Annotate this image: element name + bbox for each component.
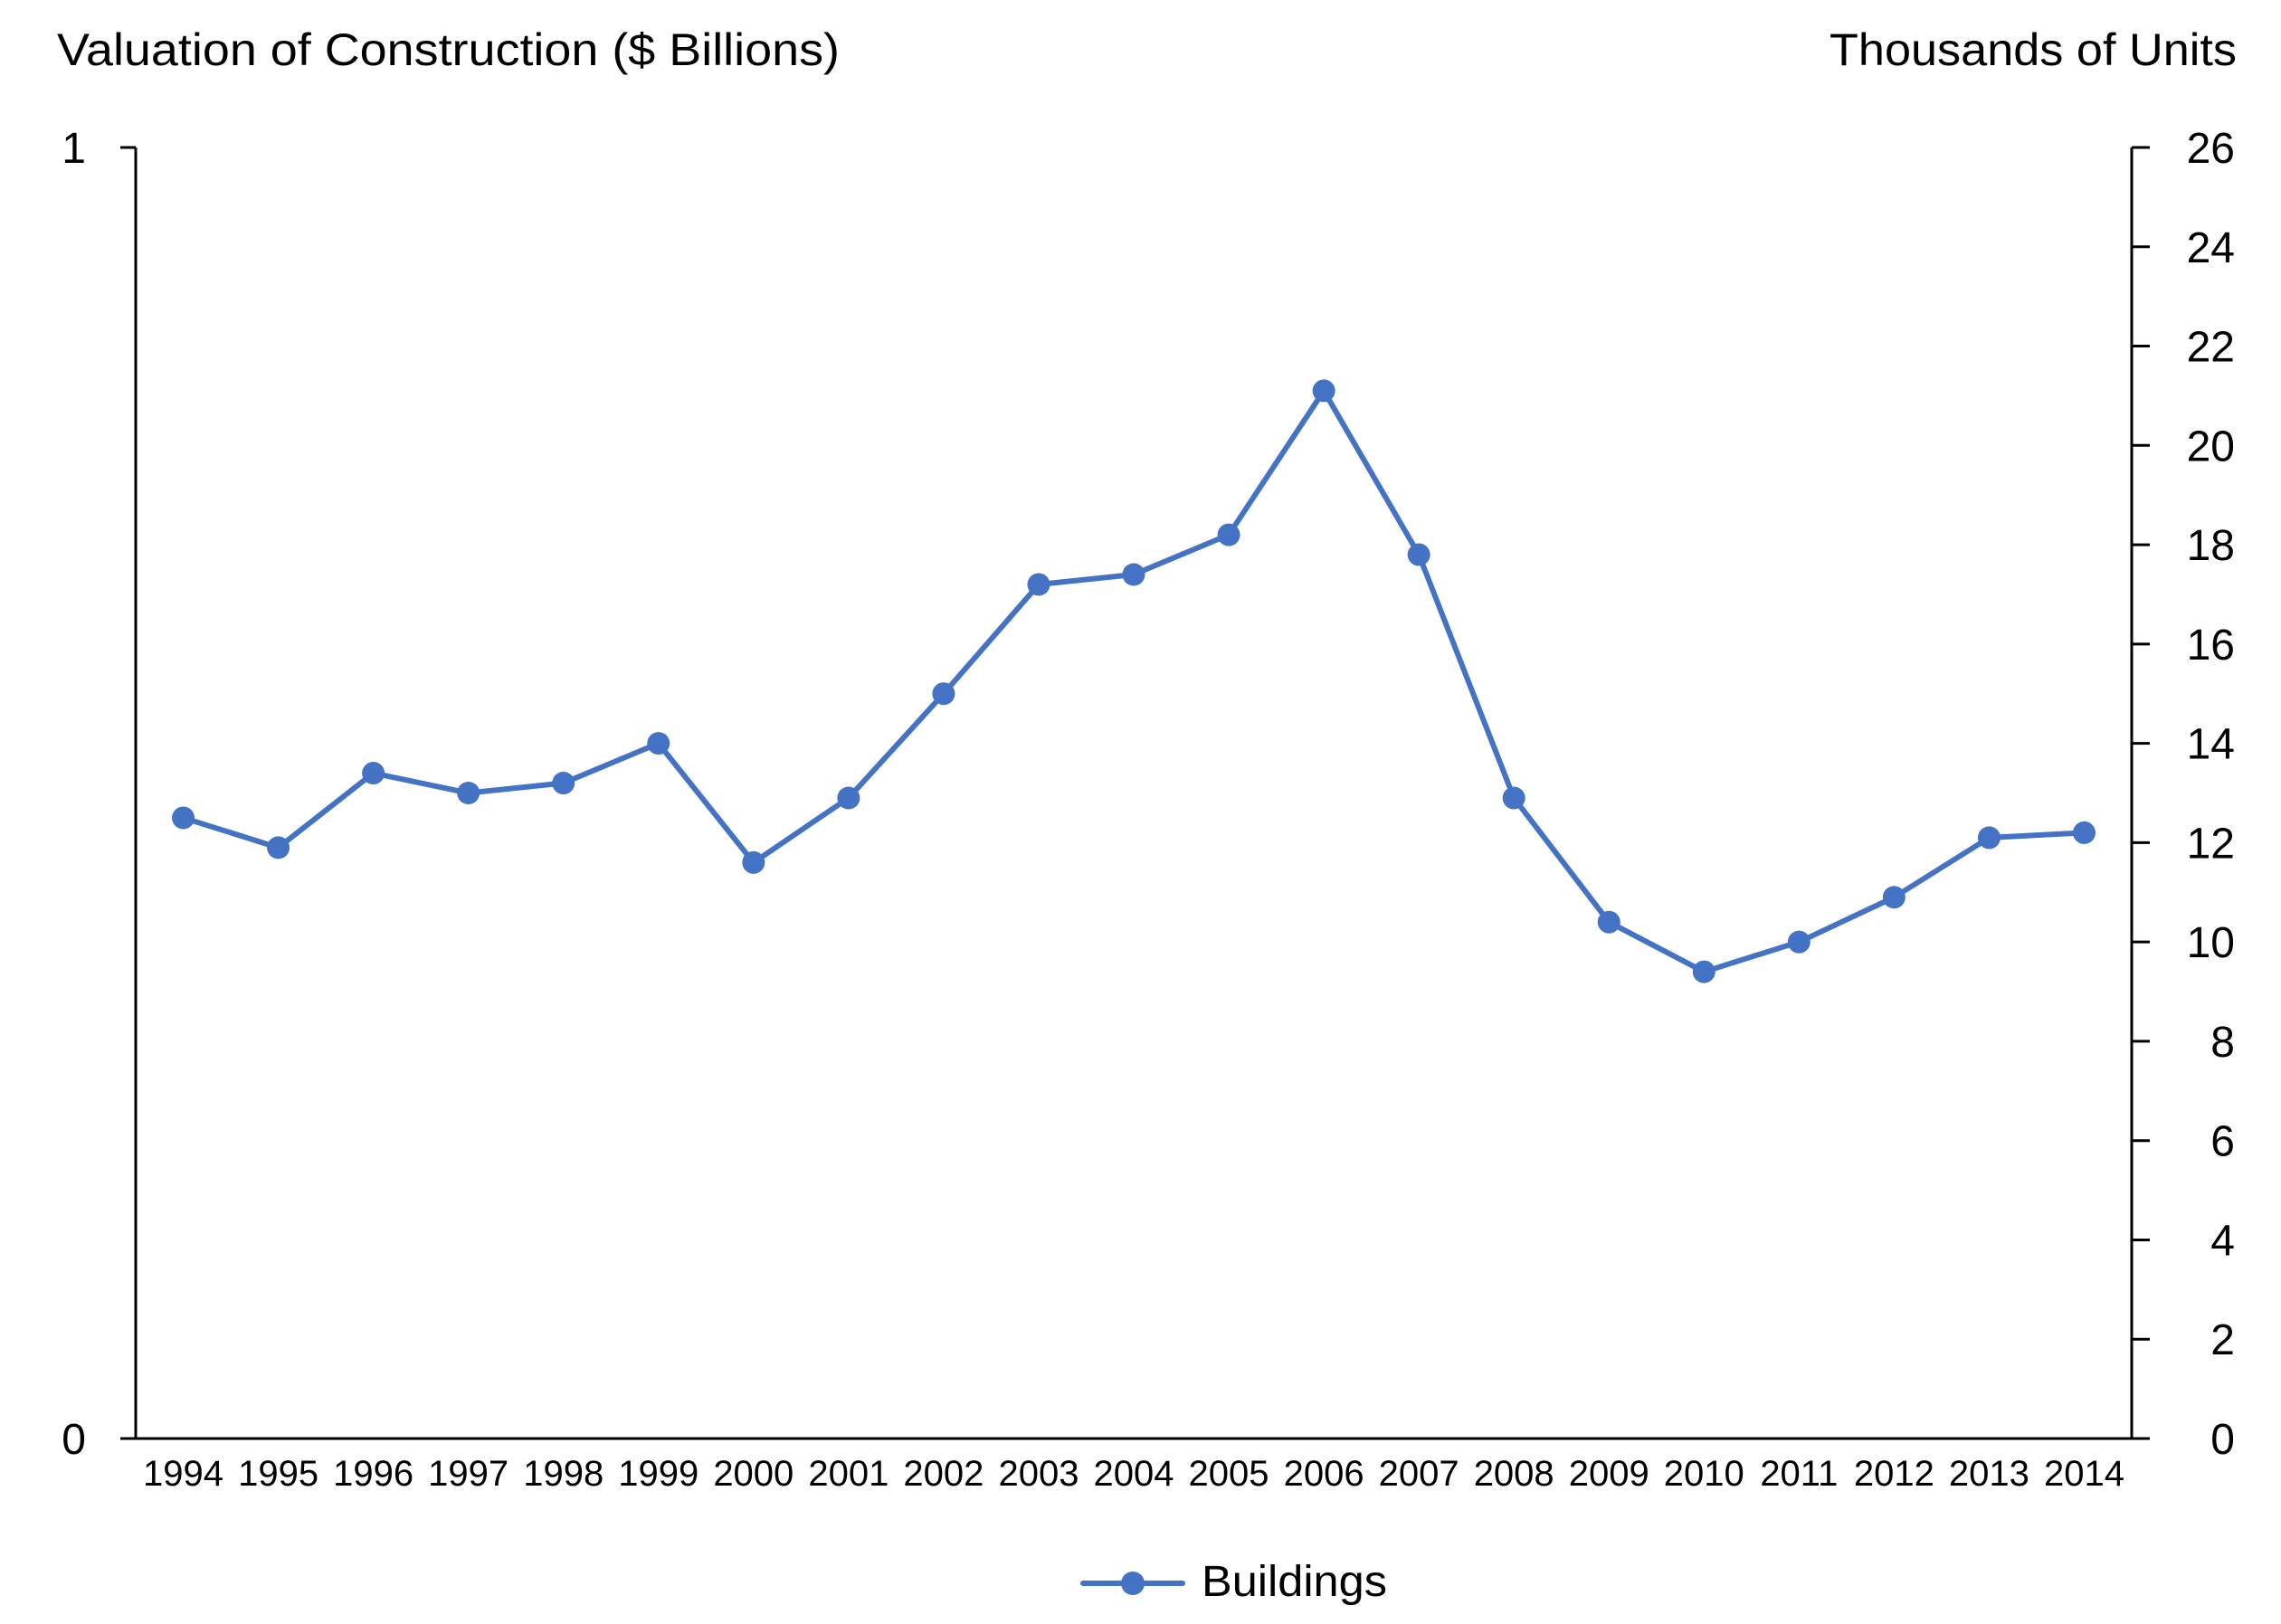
x-axis-tick-label: 2009 bbox=[1569, 1454, 1649, 1494]
x-axis-tick-label: 2000 bbox=[713, 1454, 794, 1494]
right-axis-tick-label: 20 bbox=[2187, 423, 2235, 470]
data-point-2007 bbox=[1407, 543, 1430, 566]
x-axis-tick-label: 1997 bbox=[428, 1454, 508, 1494]
x-axis-tick-label: 2014 bbox=[2044, 1454, 2124, 1494]
x-axis-tick-label: 1994 bbox=[143, 1454, 223, 1494]
right-axis-tick-label: 24 bbox=[2187, 224, 2235, 272]
axes bbox=[120, 147, 2150, 1440]
right-axis-tick-label: 12 bbox=[2187, 820, 2235, 868]
x-axis-tick-label: 2004 bbox=[1094, 1454, 1174, 1494]
x-axis-tick-label: 1995 bbox=[238, 1454, 318, 1494]
x-axis-tick-label: 2006 bbox=[1284, 1454, 1364, 1494]
x-axis-tick-label: 2010 bbox=[1664, 1454, 1744, 1494]
x-axis-tick-label: 2007 bbox=[1379, 1454, 1459, 1494]
data-point-2004 bbox=[1122, 563, 1145, 586]
data-point-2000 bbox=[742, 850, 765, 874]
data-point-2010 bbox=[1692, 960, 1716, 983]
x-axis-labels: 1994 1995 1996 1997 1998 1999 2000 2001 2002 2003… bbox=[143, 1454, 2124, 1494]
data-point-1998 bbox=[552, 772, 575, 795]
right-axis-tick-label: 22 bbox=[2187, 324, 2235, 372]
right-axis-tick-label: 10 bbox=[2187, 919, 2235, 967]
data-point-2009 bbox=[1597, 910, 1620, 934]
data-point-1994 bbox=[172, 806, 195, 830]
x-axis-tick-label: 2003 bbox=[998, 1454, 1079, 1494]
data-point-2005 bbox=[1217, 523, 1240, 546]
left-axis-ticks: 01 bbox=[62, 125, 136, 1464]
x-axis-tick-label: 1998 bbox=[523, 1454, 604, 1494]
left-axis-title: Valuation of Construction ($ Billions) bbox=[57, 24, 840, 75]
data-point-2012 bbox=[1882, 886, 1906, 909]
right-axis-tick-label: 26 bbox=[2187, 125, 2235, 173]
data-point-1995 bbox=[267, 836, 290, 859]
legend-marker-swatch bbox=[1121, 1572, 1145, 1595]
x-axis-tick-label: 2011 bbox=[1760, 1454, 1838, 1494]
data-point-1999 bbox=[647, 732, 670, 755]
data-point-2014 bbox=[2072, 821, 2096, 844]
x-axis-tick-label: 2002 bbox=[903, 1454, 984, 1494]
data-point-2006 bbox=[1312, 379, 1335, 403]
right-axis-tick-label: 18 bbox=[2187, 522, 2235, 570]
x-axis-tick-label: 2013 bbox=[1949, 1454, 2029, 1494]
data-point-2008 bbox=[1502, 786, 1525, 810]
right-axis-tick-label: 2 bbox=[2210, 1316, 2235, 1364]
legend: Buildings bbox=[1080, 1558, 1387, 1606]
data-point-2003 bbox=[1027, 573, 1050, 596]
x-axis-tick-label: 2012 bbox=[1854, 1454, 1934, 1494]
right-axis-title: Thousands of Units bbox=[1830, 24, 2237, 75]
data-point-2001 bbox=[837, 786, 860, 810]
right-axis-tick-label: 14 bbox=[2187, 721, 2235, 769]
right-axis-tick-label: 6 bbox=[2210, 1118, 2235, 1166]
data-point-2011 bbox=[1787, 930, 1811, 954]
right-axis-tick-label: 0 bbox=[2210, 1416, 2235, 1464]
x-axis-tick-label: 2001 bbox=[808, 1454, 889, 1494]
series-group bbox=[172, 379, 2096, 983]
right-axis-tick-label: 8 bbox=[2210, 1019, 2235, 1067]
x-axis-tick-label: 2005 bbox=[1189, 1454, 1269, 1494]
data-point-2013 bbox=[1977, 826, 2001, 850]
data-point-1996 bbox=[362, 762, 385, 785]
data-point-2002 bbox=[932, 682, 955, 706]
right-axis-tick-label: 16 bbox=[2187, 622, 2235, 670]
x-axis-tick-label: 2008 bbox=[1474, 1454, 1554, 1494]
x-axis-tick-label: 1999 bbox=[618, 1454, 699, 1494]
legend-label-buildings: Buildings bbox=[1202, 1558, 1387, 1606]
x-axis-tick-label: 1996 bbox=[333, 1454, 413, 1494]
left-axis-tick-label: 0 bbox=[62, 1416, 86, 1464]
data-point-1997 bbox=[457, 782, 480, 804]
left-axis-tick-label: 1 bbox=[62, 125, 86, 173]
right-axis-tick-label: 4 bbox=[2210, 1217, 2235, 1265]
